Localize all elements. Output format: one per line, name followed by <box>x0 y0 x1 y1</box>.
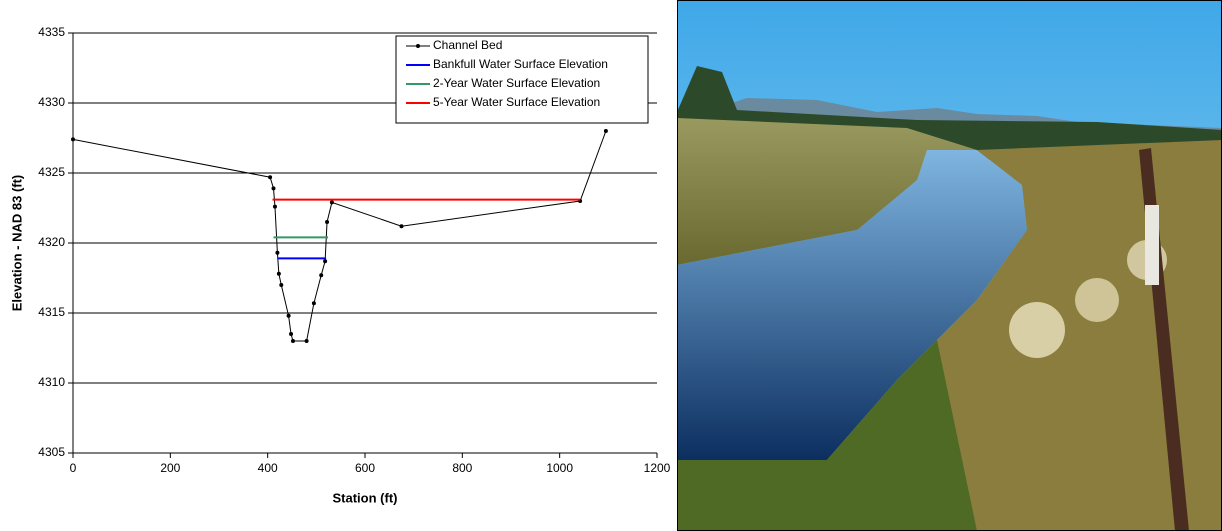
y-tick-label: 4335 <box>38 25 65 39</box>
legend-label: Bankfull Water Surface Elevation <box>433 57 608 71</box>
legend-label: Channel Bed <box>433 38 502 52</box>
photo <box>677 0 1222 531</box>
point <box>279 283 284 287</box>
y-tick-label: 4305 <box>38 445 65 459</box>
point <box>272 204 277 209</box>
x-tick-label: 1000 <box>546 461 573 475</box>
legend-box <box>395 35 649 124</box>
x-tick-label: 200 <box>160 461 180 475</box>
point <box>289 332 294 336</box>
y-tick-label: 4315 <box>38 305 65 319</box>
y-axis-label: Elevation - NAD 83 (ft) <box>9 175 24 312</box>
y-tick-label: 4320 <box>38 235 65 249</box>
x-tick-label: 400 <box>258 461 278 475</box>
point <box>286 313 291 318</box>
y-tick-label: 4310 <box>38 375 65 389</box>
x-tick-label: 800 <box>452 461 472 475</box>
legend-label: 2-Year Water Surface Elevation <box>433 76 600 90</box>
x-tick-label: 600 <box>355 461 375 475</box>
chart: 4305 4310 4315 4320 4325 4330 4335 0 200 400 600 80… <box>9 25 670 505</box>
point <box>329 200 334 205</box>
point <box>275 250 280 255</box>
point <box>304 339 309 343</box>
series-line <box>72 130 607 342</box>
x-axis-label: Station (ft) <box>333 490 398 505</box>
point <box>268 175 273 180</box>
point <box>71 137 75 142</box>
y-tick-label: 4330 <box>38 95 65 109</box>
point <box>271 186 276 191</box>
point <box>319 273 324 278</box>
legend-marker <box>416 44 420 48</box>
y-tick-label: 4325 <box>38 165 65 179</box>
point <box>276 271 281 276</box>
point <box>323 259 328 264</box>
point <box>311 301 316 306</box>
point <box>399 224 404 229</box>
point <box>325 220 330 224</box>
point <box>290 339 295 343</box>
point <box>603 129 608 133</box>
legend-label: 5-Year Water Surface Elevation <box>433 95 600 109</box>
x-tick-label: 0 <box>70 461 77 475</box>
x-tick-label: 1200 <box>644 461 670 475</box>
